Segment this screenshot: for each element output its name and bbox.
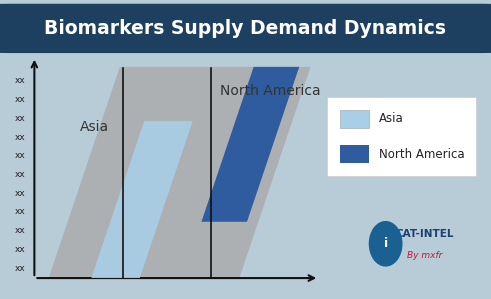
- FancyBboxPatch shape: [327, 97, 476, 176]
- Polygon shape: [91, 121, 192, 278]
- Text: Biomarkers Supply Demand Dynamics: Biomarkers Supply Demand Dynamics: [45, 19, 446, 38]
- Text: By mxfr: By mxfr: [407, 251, 442, 260]
- Text: xx: xx: [15, 245, 26, 254]
- Bar: [340, 145, 369, 163]
- Text: CAT-INTEL: CAT-INTEL: [395, 229, 454, 239]
- Text: xx: xx: [15, 208, 26, 216]
- Text: xx: xx: [15, 77, 26, 86]
- Bar: [340, 110, 369, 128]
- Text: xx: xx: [15, 151, 26, 160]
- Polygon shape: [49, 67, 311, 278]
- Text: xx: xx: [15, 132, 26, 141]
- Polygon shape: [201, 67, 299, 222]
- Text: xx: xx: [15, 114, 26, 123]
- Text: xx: xx: [15, 189, 26, 198]
- Text: Asia: Asia: [379, 112, 404, 125]
- Text: North America: North America: [379, 148, 465, 161]
- Circle shape: [369, 222, 402, 266]
- Text: xx: xx: [15, 170, 26, 179]
- Text: xx: xx: [15, 95, 26, 104]
- FancyBboxPatch shape: [0, 4, 491, 53]
- Text: North America: North America: [220, 84, 320, 98]
- Text: Asia: Asia: [80, 120, 109, 134]
- Text: xx: xx: [15, 263, 26, 272]
- Text: xx: xx: [15, 226, 26, 235]
- Text: i: i: [383, 237, 388, 250]
